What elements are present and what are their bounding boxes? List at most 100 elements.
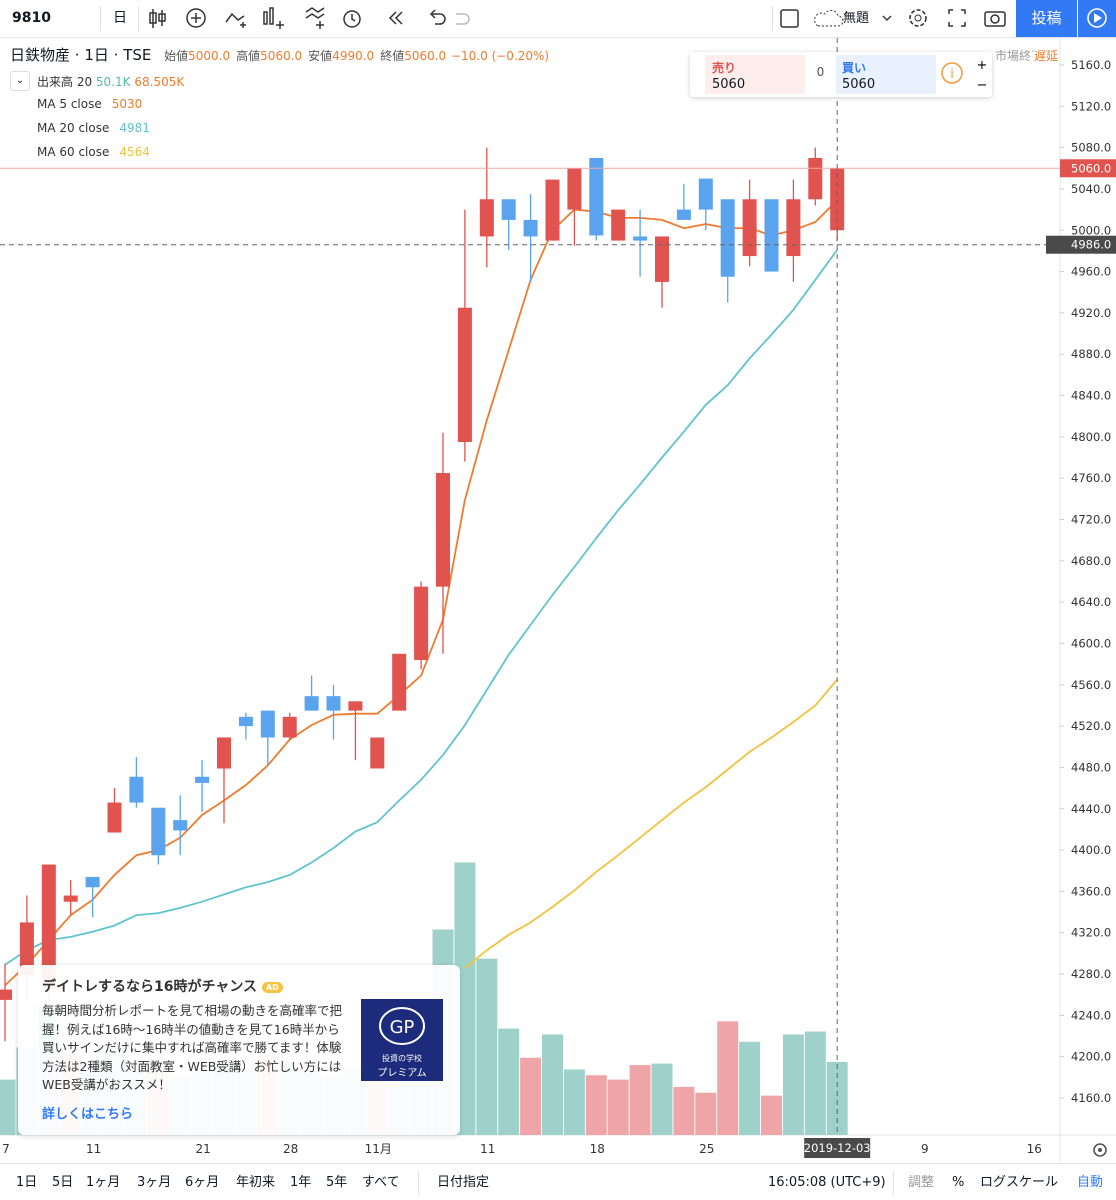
axis-layer: 5160.0 5120.0 5080.0 5040.0 5000.0 4960.0 4920…	[0, 38, 1116, 1158]
crosshair-date-tag	[804, 1138, 871, 1158]
x-tick-label: 11月	[365, 1142, 392, 1156]
crosshair-price-label: 4986.0	[1071, 238, 1111, 252]
x-tick-label: 16	[1027, 1142, 1042, 1156]
candle-body	[173, 820, 188, 831]
candle-body	[633, 236, 648, 241]
volume-bar	[782, 1034, 804, 1135]
tool-icons[interactable]	[140, 0, 480, 37]
ad-banner[interactable]: デイトレするなら16時がチャンス AD 毎朝時間分析レポートを見て相場の動きを高…	[18, 965, 460, 1135]
candle-body	[501, 199, 516, 220]
symbol-name: 日鉄物産	[10, 46, 71, 64]
range-button[interactable]: 6ヶ月	[185, 1175, 220, 1190]
logo-line2: プレミアム	[377, 1068, 427, 1079]
symbol[interactable]: 9810	[12, 10, 51, 26]
volume-bar	[717, 1021, 739, 1135]
ma-legend-value: 4981	[119, 121, 150, 135]
candle-body	[786, 199, 801, 257]
candle-body	[195, 776, 210, 783]
candle-body	[63, 895, 78, 902]
y-tick-label: 5000.0	[1071, 223, 1111, 237]
y-tick-label: 4560.0	[1071, 678, 1111, 692]
y-tick-label: 4840.0	[1071, 389, 1111, 403]
interval[interactable]: 日	[113, 10, 127, 26]
ohlc-label: 安値	[308, 49, 333, 63]
x-tick-label: 9	[921, 1142, 929, 1156]
buy-button[interactable]: 買い 5060	[836, 55, 936, 94]
candle-body	[676, 209, 691, 220]
candle-body	[414, 586, 429, 661]
ad-link[interactable]: 詳しくはこちら	[42, 1107, 134, 1122]
candle-body	[436, 473, 450, 587]
trade-icons[interactable]: i + −	[940, 61, 990, 91]
symbol-header: 日鉄物産 · 1日 · TSE 始値5000.0 高値5060.0 安値4990.0…	[10, 46, 550, 64]
volume-bar	[739, 1041, 761, 1135]
range-button[interactable]: 3ヶ月	[137, 1175, 172, 1190]
volume-bar	[673, 1086, 695, 1135]
ma-legend-value: 5030	[111, 97, 143, 111]
buy-label: 買い	[842, 61, 867, 75]
candle-body	[764, 199, 779, 272]
date-select[interactable]: 日付指定	[437, 1175, 490, 1190]
ohlc-value: 5060.0	[260, 49, 303, 63]
range-button[interactable]: 1日	[16, 1175, 38, 1190]
crosshair-price-tag	[1046, 235, 1116, 254]
svg-text:+: +	[977, 61, 988, 73]
percent[interactable]: %	[952, 1175, 965, 1190]
ad-badge: AD	[261, 981, 283, 993]
ma-legend-row: MA 5 close 5030	[37, 97, 142, 111]
y-tick-label: 5040.0	[1071, 182, 1111, 196]
ma-legend-row: MA 20 close 4981	[37, 121, 150, 135]
right-icons[interactable]	[778, 0, 1014, 37]
toolbar: 9810 日 無題 投稿	[0, 0, 1116, 38]
volume-bar	[651, 1063, 673, 1135]
volume-bar	[761, 1095, 782, 1135]
ohlc-label: 高値	[236, 49, 261, 63]
ad-title: デイトレするなら16時がチャンス AD	[42, 976, 283, 996]
volume-bar	[563, 1069, 585, 1135]
range-button[interactable]: 5日	[52, 1175, 74, 1190]
x-tick-label: 18	[590, 1142, 605, 1156]
volume-bar	[520, 1057, 542, 1135]
range-button[interactable]: すべて	[362, 1175, 400, 1190]
y-tick-label: 4960.0	[1071, 265, 1111, 279]
candle-body	[19, 922, 34, 976]
svg-text:GP: GP	[390, 1017, 415, 1038]
publish-button[interactable]: 投稿	[1016, 0, 1077, 37]
log-scale[interactable]: ログスケール	[980, 1175, 1059, 1190]
x-tick-label: 25	[699, 1142, 714, 1156]
range-button[interactable]: 1ヶ月	[86, 1175, 121, 1190]
collapse-legend[interactable]: ⌄	[10, 71, 30, 91]
sell-button[interactable]: 売り 5060	[705, 55, 805, 94]
svg-text:i: i	[950, 67, 954, 82]
range-button[interactable]: 5年	[326, 1175, 348, 1190]
candle-body	[830, 168, 845, 231]
candle-body	[260, 710, 275, 738]
candle-body	[808, 157, 823, 200]
bottom-bar: 1日 5日 1ヶ月 3ヶ月 6ヶ月 年初来 1年 5年 すべて 日付指定 16:05:08 (U…	[0, 1163, 1116, 1200]
candle-body	[348, 701, 363, 711]
replay-button[interactable]	[1078, 0, 1116, 37]
candle-body	[129, 776, 144, 803]
layout-name[interactable]: 無題	[843, 11, 870, 26]
y-tick-label: 5160.0	[1071, 58, 1111, 72]
y-tick-label: 4400.0	[1071, 843, 1111, 857]
last-price-label: 5060.0	[1071, 161, 1111, 175]
range-button[interactable]: 1年	[290, 1175, 312, 1190]
candle-body	[370, 737, 385, 769]
volume-value: 50.1K	[95, 75, 131, 89]
ma-legend-row: MA 60 close 4564	[37, 145, 150, 159]
svg-text:−: −	[977, 78, 988, 91]
candle-body	[611, 209, 626, 241]
clock: 16:05:08 (UTC+9)	[768, 1175, 886, 1190]
auto-scale[interactable]: 自動	[1077, 1175, 1104, 1190]
range-button[interactable]: 年初来	[236, 1175, 276, 1190]
buy-price: 5060	[842, 77, 876, 92]
axis-settings-icon[interactable]	[1093, 1143, 1107, 1157]
adjust[interactable]: 調整	[908, 1175, 935, 1190]
candle-body	[523, 219, 538, 237]
y-tick-label: 4880.0	[1071, 347, 1111, 361]
ohlc-value: 5060.0	[404, 49, 447, 63]
volume-ma: 68.505K	[134, 75, 185, 89]
quantity[interactable]: 0	[816, 65, 825, 79]
logo-mark: GP	[379, 1007, 425, 1045]
